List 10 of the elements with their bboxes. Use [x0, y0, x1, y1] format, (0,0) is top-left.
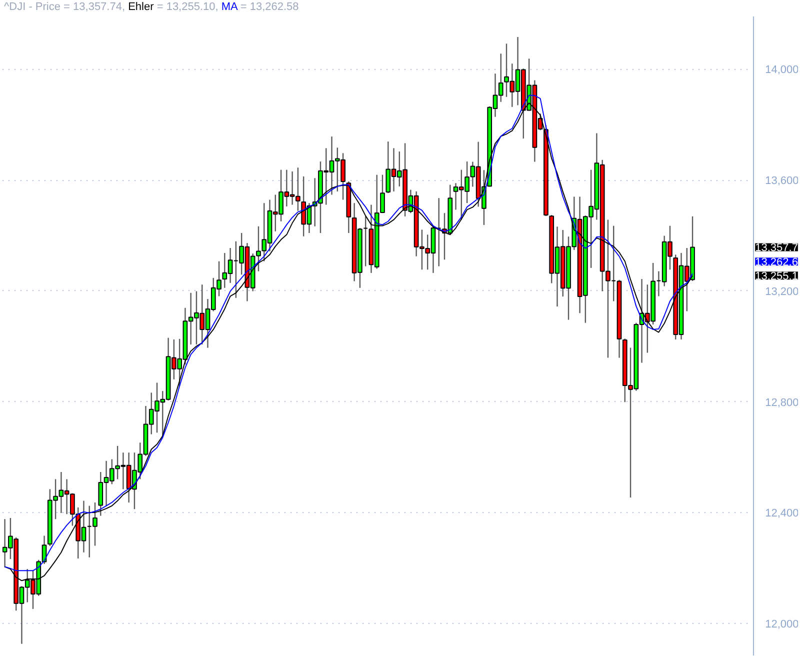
y-tick-label: 13,200 — [765, 286, 799, 298]
y-tick-label: 12,400 — [765, 508, 799, 520]
chart-title: ^DJI - Price = 13,357.74, — [4, 1, 126, 13]
text: 13,357.7 — [755, 242, 798, 254]
y-tick-label: 12,000 — [765, 618, 799, 631]
text: MA = 13,262.58 — [221, 1, 299, 13]
y-tick-label: 13,600 — [765, 175, 799, 188]
text: Ehler = 13,255.10, — [128, 1, 218, 13]
y-tick-label: 12,800 — [765, 396, 799, 409]
y-tick-label: 14,000 — [765, 64, 799, 76]
